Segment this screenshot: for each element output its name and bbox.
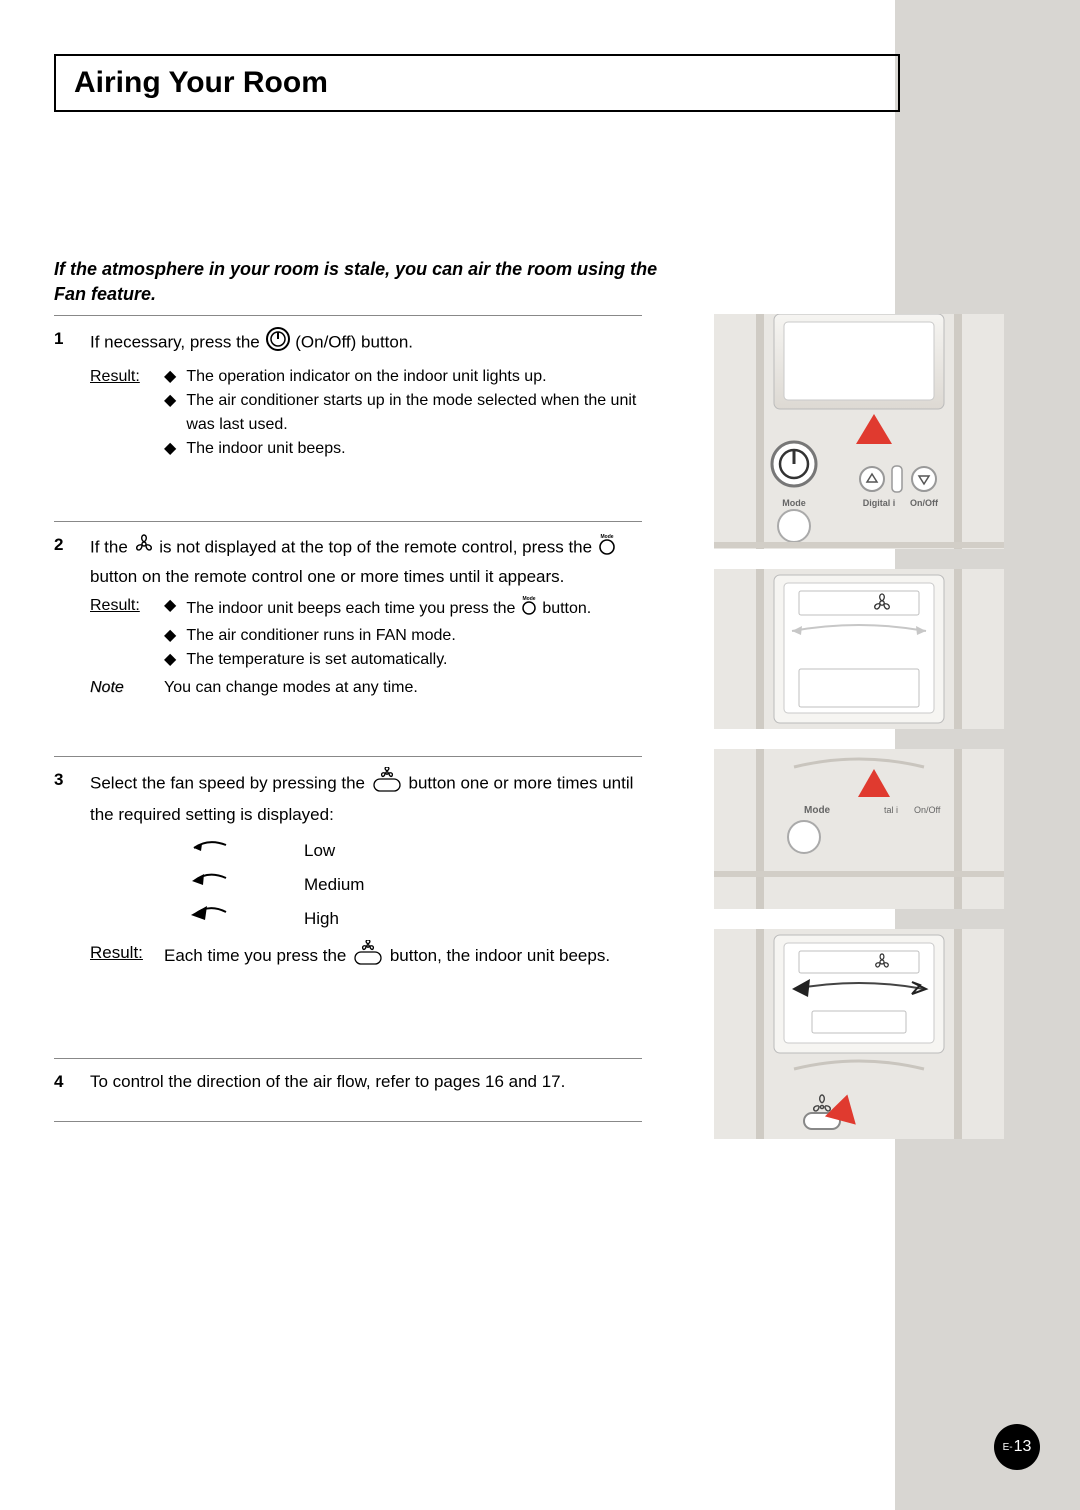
speed-high-icon bbox=[190, 905, 228, 933]
bullet-text: The indoor unit beeps each time you pres… bbox=[186, 594, 591, 624]
note-text: You can change modes at any time. bbox=[164, 676, 418, 700]
svg-text:On/Off: On/Off bbox=[914, 805, 941, 815]
speed-label: Medium bbox=[304, 872, 364, 898]
step2-note: Note You can change modes at any time. bbox=[90, 676, 644, 700]
step1-text-a: If necessary, press the bbox=[90, 333, 260, 352]
bullet-text: The air conditioner starts up in the mod… bbox=[186, 389, 644, 437]
step-3: 3 Select the fan speed by pressing the b… bbox=[54, 767, 644, 973]
speed-high: High bbox=[190, 902, 644, 936]
step-body: If the is not displayed at the top of th… bbox=[90, 532, 644, 701]
result-label: Result: bbox=[90, 365, 146, 461]
step-number: 3 bbox=[54, 767, 72, 973]
svg-text:Digital i: Digital i bbox=[863, 498, 896, 508]
step-1: 1 If necessary, press the (On/Off) butto… bbox=[54, 326, 644, 460]
speed-medium: Medium bbox=[190, 868, 644, 902]
title-box: Airing Your Room bbox=[54, 54, 900, 112]
step-body: To control the direction of the air flow… bbox=[90, 1069, 644, 1095]
svg-text:Mode: Mode bbox=[600, 534, 613, 540]
divider bbox=[54, 1058, 642, 1059]
divider bbox=[54, 315, 642, 316]
bullet-text: The indoor unit beeps. bbox=[186, 437, 345, 461]
page-number-badge: E-13 bbox=[994, 1424, 1040, 1470]
divider bbox=[54, 521, 642, 522]
step-body: If necessary, press the (On/Off) button.… bbox=[90, 326, 644, 460]
note-label: Note bbox=[90, 676, 146, 700]
fan-speed-button-icon bbox=[351, 940, 385, 974]
page-prefix: E- bbox=[1003, 1442, 1013, 1453]
step1-result: Result: ◆ The operation indicator on the … bbox=[90, 365, 644, 461]
speed-label: High bbox=[304, 906, 339, 932]
step2-text-c: button on the remote control one or more… bbox=[90, 567, 564, 586]
mode-button-icon: Mode bbox=[520, 594, 538, 624]
bullet-text: The temperature is set automatically. bbox=[186, 648, 447, 672]
remote-panel-3: Mode tal i On/Off bbox=[714, 749, 1004, 909]
svg-text:On/Off: On/Off bbox=[910, 498, 939, 508]
result-text: Each time you press the button, the indo… bbox=[164, 940, 610, 974]
fan-icon bbox=[133, 533, 155, 563]
remote-panel-2 bbox=[714, 569, 1004, 729]
remote-illustrations: Mode Digital i On/Off bbox=[714, 314, 1004, 1159]
step-number: 1 bbox=[54, 326, 72, 460]
diamond-bullet-icon: ◆ bbox=[164, 365, 176, 389]
step-number: 2 bbox=[54, 532, 72, 701]
power-icon bbox=[265, 326, 291, 360]
page-content: Airing Your Room If the atmosphere in yo… bbox=[54, 54, 900, 1132]
step-4: 4 To control the direction of the air fl… bbox=[54, 1069, 644, 1095]
remote-panel-4 bbox=[714, 929, 1004, 1139]
bullet-list: ◆ The operation indicator on the indoor u… bbox=[164, 365, 644, 461]
step-body: Select the fan speed by pressing the but… bbox=[90, 767, 644, 973]
speed-low: Low bbox=[190, 834, 644, 868]
bullet-list: ◆ The indoor unit beeps each time you pr… bbox=[164, 594, 644, 672]
step2-text-b: is not displayed at the top of the remot… bbox=[159, 537, 592, 556]
step-number: 4 bbox=[54, 1069, 72, 1095]
result-label: Result: bbox=[90, 940, 146, 974]
divider bbox=[54, 756, 642, 757]
svg-text:Mode: Mode bbox=[522, 596, 535, 602]
step1-text-b: (On/Off) button. bbox=[295, 333, 413, 352]
diamond-bullet-icon: ◆ bbox=[164, 648, 176, 672]
bullet-text: The operation indicator on the indoor un… bbox=[186, 365, 546, 389]
svg-text:tal i: tal i bbox=[884, 805, 898, 815]
svg-text:Mode: Mode bbox=[804, 805, 831, 816]
fan-speed-button-icon bbox=[370, 767, 404, 801]
mode-button-icon: Mode bbox=[597, 532, 617, 564]
diamond-bullet-icon: ◆ bbox=[164, 389, 176, 437]
step3-result: Result: Each time you press the button, … bbox=[90, 940, 644, 974]
speed-settings: Low Medium High bbox=[190, 834, 644, 936]
page-number: 13 bbox=[1014, 1438, 1032, 1456]
speed-label: Low bbox=[304, 838, 335, 864]
step-2: 2 If the is not displayed at the top of … bbox=[54, 532, 644, 701]
diamond-bullet-icon: ◆ bbox=[164, 624, 176, 648]
intro-text: If the atmosphere in your room is stale,… bbox=[54, 257, 900, 307]
step3-text-a: Select the fan speed by pressing the bbox=[90, 774, 365, 793]
diamond-bullet-icon: ◆ bbox=[164, 594, 176, 624]
step2-result: Result: ◆ The indoor unit beeps each tim… bbox=[90, 594, 644, 672]
divider bbox=[54, 1121, 642, 1122]
mode-label: Mode bbox=[782, 498, 806, 508]
speed-medium-icon bbox=[190, 872, 228, 898]
diamond-bullet-icon: ◆ bbox=[164, 437, 176, 461]
bullet-text: The air conditioner runs in FAN mode. bbox=[186, 624, 455, 648]
page-title: Airing Your Room bbox=[74, 66, 880, 100]
step2-text-a: If the bbox=[90, 537, 128, 556]
speed-low-icon bbox=[190, 838, 228, 864]
result-label: Result: bbox=[90, 594, 146, 672]
remote-panel-1: Mode Digital i On/Off bbox=[714, 314, 1004, 549]
